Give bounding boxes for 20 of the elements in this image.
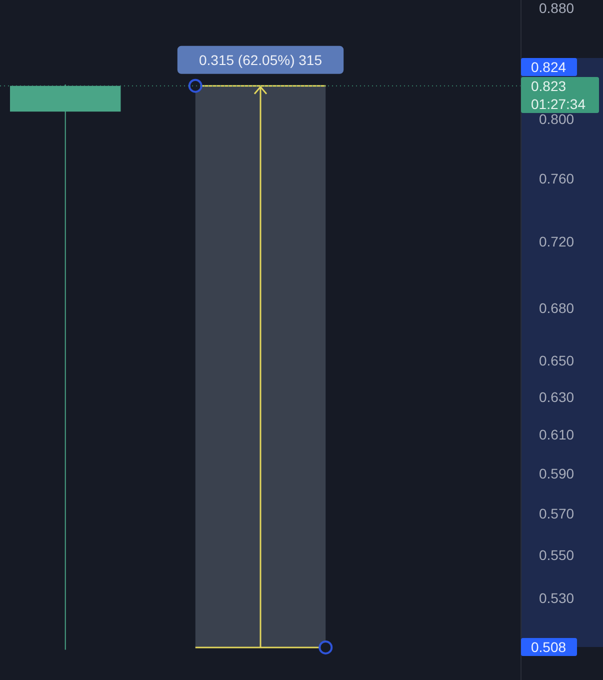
y-tick-label: 0.760 xyxy=(539,170,574,187)
y-tick-label: 0.680 xyxy=(539,300,574,316)
y-tick-label: 0.610 xyxy=(539,426,574,442)
y-tick-label: 0.720 xyxy=(539,233,574,250)
band-label: 0.315 (62.05%) 315 xyxy=(199,52,322,68)
y-tick-label: 0.630 xyxy=(539,388,574,405)
label-tag: 0.823 01:27:34 xyxy=(521,76,599,113)
annotation: 01:27:34 xyxy=(531,96,586,112)
label-tag: 0.824 xyxy=(521,58,577,76)
y-tick-label: 0.800 xyxy=(539,110,574,127)
ref-line-label: 0.823 xyxy=(531,78,566,94)
y-tick-label: 0.590 xyxy=(539,465,574,482)
y-tick-label: 0.530 xyxy=(539,590,574,606)
annotation: 0.508 xyxy=(531,639,566,656)
y-tick-label: 0.880 xyxy=(539,0,574,16)
annotation: 0.824 xyxy=(531,58,566,75)
y-tick-label: 0.550 xyxy=(539,547,574,564)
y-tick-label: 0.570 xyxy=(539,505,574,522)
label-tag: 0.508 xyxy=(521,638,577,656)
y-tick-label: 0.650 xyxy=(539,352,574,369)
